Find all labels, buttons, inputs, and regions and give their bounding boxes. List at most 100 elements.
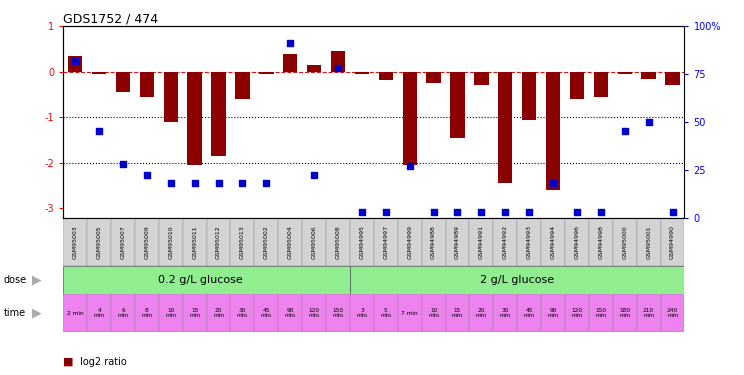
Point (117, 161, 129, 167)
Text: 45
min: 45 min (261, 308, 272, 318)
FancyBboxPatch shape (63, 217, 87, 266)
Text: GSM95004: GSM95004 (288, 225, 292, 259)
Point (213, 180, 225, 186)
FancyBboxPatch shape (374, 294, 398, 332)
FancyBboxPatch shape (565, 294, 589, 332)
Text: 7 min: 7 min (402, 310, 418, 316)
Text: 20
min: 20 min (213, 308, 224, 318)
Point (643, 119, 655, 125)
Text: 30
min: 30 min (500, 308, 511, 318)
Text: GSM94988: GSM94988 (431, 225, 436, 259)
Bar (522, 72, 536, 120)
Text: dose: dose (4, 275, 27, 285)
Text: 2 min: 2 min (67, 310, 83, 316)
Text: GSM95001: GSM95001 (646, 225, 651, 259)
Point (452, 209, 464, 215)
FancyBboxPatch shape (374, 217, 398, 266)
Point (189, 180, 201, 186)
Point (260, 180, 272, 186)
FancyBboxPatch shape (446, 294, 469, 332)
Text: GSM95002: GSM95002 (264, 225, 269, 259)
Text: GSM95010: GSM95010 (168, 225, 173, 259)
FancyBboxPatch shape (278, 294, 302, 332)
FancyBboxPatch shape (398, 294, 422, 332)
FancyBboxPatch shape (422, 294, 446, 332)
Text: 6
min: 6 min (118, 308, 129, 318)
FancyBboxPatch shape (254, 217, 278, 266)
FancyBboxPatch shape (231, 294, 254, 332)
Bar (498, 72, 513, 183)
Text: GSM94994: GSM94994 (551, 225, 556, 259)
Text: GSM95012: GSM95012 (216, 225, 221, 259)
Point (571, 209, 583, 215)
Bar (283, 54, 298, 72)
FancyBboxPatch shape (469, 294, 493, 332)
FancyBboxPatch shape (398, 217, 422, 266)
Bar (235, 72, 250, 99)
FancyBboxPatch shape (422, 217, 446, 266)
FancyBboxPatch shape (589, 294, 613, 332)
FancyBboxPatch shape (637, 294, 661, 332)
FancyBboxPatch shape (231, 217, 254, 266)
Text: GSM95005: GSM95005 (97, 225, 102, 259)
Text: GSM95008: GSM95008 (336, 225, 341, 259)
Text: 90
min: 90 min (285, 308, 295, 318)
FancyBboxPatch shape (87, 294, 111, 332)
Point (404, 163, 416, 169)
FancyBboxPatch shape (158, 294, 183, 332)
Bar (116, 72, 130, 92)
Point (667, 209, 679, 215)
FancyBboxPatch shape (111, 294, 135, 332)
Text: 10
min: 10 min (165, 308, 176, 318)
FancyBboxPatch shape (135, 294, 158, 332)
FancyBboxPatch shape (541, 294, 565, 332)
Text: GSM94992: GSM94992 (503, 225, 507, 259)
Text: GSM94996: GSM94996 (574, 225, 580, 259)
FancyBboxPatch shape (87, 217, 111, 266)
Bar (474, 72, 489, 86)
FancyBboxPatch shape (493, 294, 517, 332)
Point (284, 40, 296, 46)
Text: GSM94999: GSM94999 (407, 225, 412, 259)
Bar (187, 72, 202, 165)
Text: 90
min: 90 min (548, 308, 559, 318)
FancyBboxPatch shape (111, 217, 135, 266)
Text: 210
min: 210 min (643, 308, 654, 318)
FancyBboxPatch shape (302, 217, 326, 266)
FancyBboxPatch shape (517, 217, 541, 266)
FancyBboxPatch shape (350, 294, 374, 332)
Bar (140, 72, 154, 97)
Text: GSM95003: GSM95003 (73, 225, 77, 259)
FancyBboxPatch shape (183, 294, 207, 332)
Point (499, 209, 511, 215)
FancyBboxPatch shape (541, 217, 565, 266)
Text: ▶: ▶ (32, 307, 42, 320)
FancyBboxPatch shape (613, 217, 637, 266)
Text: ▶: ▶ (32, 274, 42, 287)
Bar (546, 72, 560, 190)
FancyBboxPatch shape (183, 217, 207, 266)
Text: ■: ■ (63, 357, 74, 367)
Point (237, 180, 248, 186)
Point (165, 180, 177, 186)
Bar (403, 72, 417, 165)
Point (93, 129, 105, 135)
Bar (426, 72, 440, 83)
Text: 15
min: 15 min (189, 308, 200, 318)
FancyBboxPatch shape (661, 294, 684, 332)
FancyBboxPatch shape (302, 294, 326, 332)
Point (69, 58, 81, 64)
Text: 120
min: 120 min (571, 308, 583, 318)
Text: log2 ratio: log2 ratio (77, 357, 126, 367)
FancyBboxPatch shape (278, 217, 302, 266)
Text: 180
min: 180 min (619, 308, 630, 318)
FancyBboxPatch shape (517, 294, 541, 332)
Text: GSM95009: GSM95009 (144, 225, 150, 259)
Text: GSM94991: GSM94991 (479, 225, 484, 259)
Point (547, 180, 559, 186)
Point (356, 209, 368, 215)
Text: 120
min: 120 min (309, 308, 320, 318)
Point (475, 209, 487, 215)
Bar (259, 72, 274, 74)
Point (332, 65, 344, 71)
